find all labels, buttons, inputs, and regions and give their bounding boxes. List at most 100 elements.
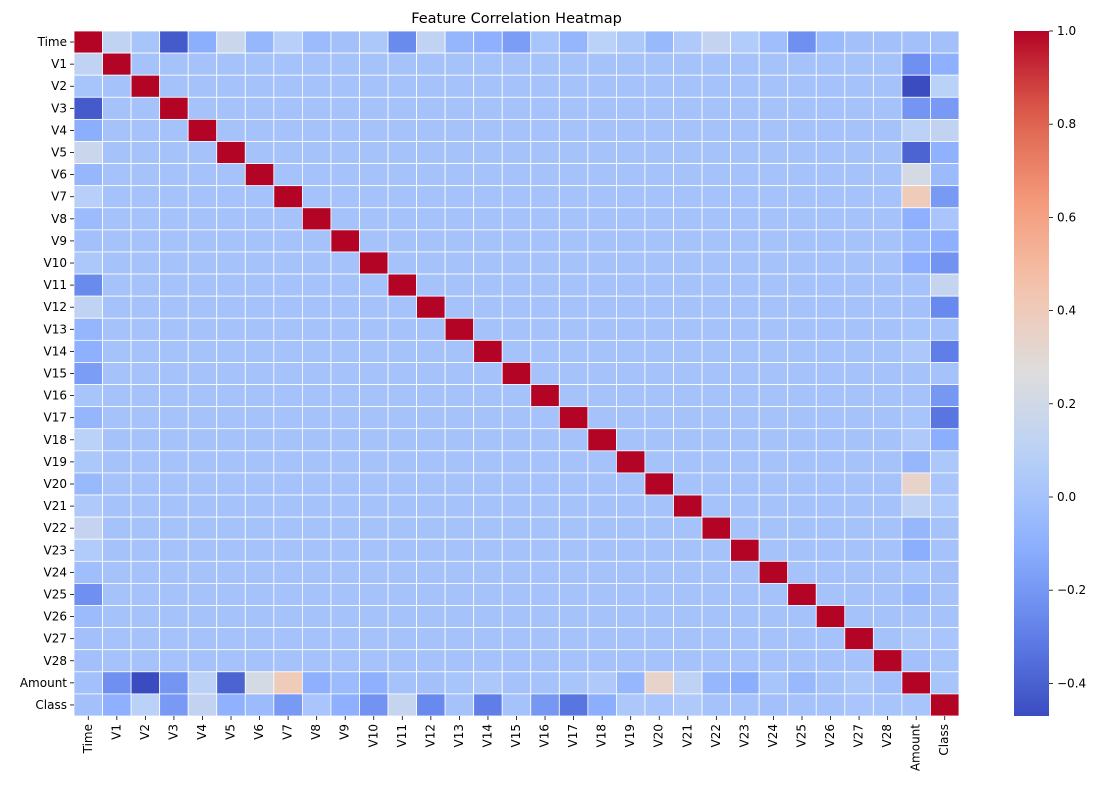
heatmap-cell-v4-v11 xyxy=(387,118,417,142)
heatmap-cell-v23-v13 xyxy=(444,538,475,562)
x-tick-label-v10: V10 xyxy=(366,724,380,747)
heatmap-cell-v7-time xyxy=(73,185,103,209)
heatmap-cell-v27-v5 xyxy=(216,627,246,651)
heatmap-cell-v6-v17 xyxy=(558,163,589,187)
heatmap-cell-v27-class xyxy=(930,627,960,651)
heatmap-cell-v24-v1 xyxy=(102,560,132,584)
heatmap-cell-v24-v15 xyxy=(501,560,532,584)
y-tick-label-time: Time xyxy=(37,35,67,49)
heatmap-cell-v3-v19 xyxy=(616,96,646,120)
heatmap-cell-v8-v11 xyxy=(387,207,417,231)
heatmap-cell-v13-v3 xyxy=(159,317,189,341)
heatmap-cell-class-v16 xyxy=(530,693,560,717)
heatmap-cell-v9-v16 xyxy=(530,229,560,253)
heatmap-cell-v17-v13 xyxy=(444,406,475,430)
heatmap-cell-v11-v7 xyxy=(273,273,303,297)
heatmap-cell-v3-v11 xyxy=(387,96,417,120)
heatmap-cell-v6-v6 xyxy=(244,163,275,187)
heatmap-cell-class-v5 xyxy=(216,693,246,717)
heatmap-cell-v2-v27 xyxy=(844,74,874,98)
heatmap-cell-v5-amount xyxy=(901,141,931,164)
heatmap-cell-v9-v23 xyxy=(730,229,760,253)
heatmap-cell-v2-v17 xyxy=(558,74,589,98)
heatmap-cell-v17-v26 xyxy=(815,406,846,430)
heatmap-cell-v5-v11 xyxy=(387,141,417,164)
heatmap-cell-v13-v8 xyxy=(301,317,332,341)
y-tick-label-v10: V10 xyxy=(44,256,67,270)
heatmap-cell-amount-v22 xyxy=(701,671,732,695)
heatmap-cell-v5-v9 xyxy=(330,141,360,164)
heatmap-cell-v13-v4 xyxy=(187,317,218,341)
heatmap-cell-v22-v4 xyxy=(187,516,218,540)
heatmap-cell-v4-v6 xyxy=(244,118,275,142)
heatmap-cell-v7-class xyxy=(930,185,960,209)
y-tick-label-v22: V22 xyxy=(44,521,67,535)
heatmap-cell-v5-v6 xyxy=(244,141,275,164)
heatmap-cell-v6-v3 xyxy=(159,163,189,187)
heatmap-cell-v3-class xyxy=(930,96,960,120)
heatmap-cell-v16-v21 xyxy=(673,384,703,408)
heatmap-cell-v26-v16 xyxy=(530,605,560,629)
heatmap-cell-v25-v13 xyxy=(444,583,475,606)
heatmap-cell-v5-v12 xyxy=(416,141,446,164)
heatmap-cell-v12-v14 xyxy=(473,295,503,319)
x-tick-label-v18: V18 xyxy=(595,724,609,747)
heatmap-cell-v3-v1 xyxy=(102,96,132,120)
heatmap-cell-v23-v28 xyxy=(872,538,903,562)
heatmap-cell-v22-v19 xyxy=(616,516,646,540)
heatmap-cell-v19-v26 xyxy=(815,450,846,474)
heatmap-cell-v13-v24 xyxy=(758,317,789,341)
heatmap-cell-v26-v6 xyxy=(244,605,275,629)
heatmap-cell-v11-v8 xyxy=(301,273,332,297)
heatmap-cell-v20-v14 xyxy=(473,472,503,496)
heatmap-cell-v17-v17 xyxy=(558,406,589,430)
heatmap-cell-v21-v7 xyxy=(273,494,303,518)
heatmap-cell-v12-v21 xyxy=(673,295,703,319)
y-tick-label-v4: V4 xyxy=(51,123,67,137)
heatmap-cell-v22-v7 xyxy=(273,516,303,540)
heatmap-cell-v7-v3 xyxy=(159,185,189,209)
heatmap-cell-v5-v1 xyxy=(102,141,132,164)
heatmap-cell-v24-v20 xyxy=(644,560,674,584)
heatmap-cell-v10-v14 xyxy=(473,251,503,275)
heatmap-cell-v4-v21 xyxy=(673,118,703,142)
heatmap-cell-v17-v7 xyxy=(273,406,303,430)
heatmap-cell-v15-v19 xyxy=(616,362,646,385)
heatmap-cell-v28-v14 xyxy=(473,649,503,673)
heatmap-cell-v27-v13 xyxy=(444,627,475,651)
heatmap-cell-v6-v11 xyxy=(387,163,417,187)
heatmap-cell-time-v22 xyxy=(701,30,732,54)
heatmap-cell-v18-v24 xyxy=(758,428,789,452)
heatmap-cell-v23-time xyxy=(73,538,103,562)
heatmap-cell-v1-v23 xyxy=(730,52,760,76)
heatmap-cell-v6-v22 xyxy=(701,163,732,187)
heatmap-cell-v2-v11 xyxy=(387,74,417,98)
heatmap-cell-v20-v13 xyxy=(444,472,475,496)
heatmap-cell-v3-v5 xyxy=(216,96,246,120)
heatmap-cell-v8-v27 xyxy=(844,207,874,231)
heatmap-cell-v23-v7 xyxy=(273,538,303,562)
heatmap-cell-v5-v17 xyxy=(558,141,589,164)
heatmap-cell-v24-v22 xyxy=(701,560,732,584)
heatmap-cell-v28-v15 xyxy=(501,649,532,673)
heatmap-cell-v27-v21 xyxy=(673,627,703,651)
colorbar-tick-label: 0.4 xyxy=(1057,304,1076,318)
heatmap-cell-v26-class xyxy=(930,605,960,629)
heatmap-cell-v21-v8 xyxy=(301,494,332,518)
heatmap-cell-v6-v21 xyxy=(673,163,703,187)
heatmap-cell-time-v8 xyxy=(301,30,332,54)
heatmap-cell-v26-v22 xyxy=(701,605,732,629)
heatmap-cell-v22-v27 xyxy=(844,516,874,540)
x-tick-label-v2: V2 xyxy=(138,724,152,740)
heatmap-cell-v21-v10 xyxy=(359,494,389,518)
heatmap-cell-v26-v17 xyxy=(558,605,589,629)
heatmap-cell-v26-v13 xyxy=(444,605,475,629)
heatmap-cell-v23-v27 xyxy=(844,538,874,562)
y-tick-label-v16: V16 xyxy=(44,389,67,403)
heatmap-cell-v2-v20 xyxy=(644,74,674,98)
heatmap-cell-v25-v22 xyxy=(701,583,732,606)
heatmap-cell-v23-v19 xyxy=(616,538,646,562)
heatmap-cell-v9-v17 xyxy=(558,229,589,253)
heatmap-cell-v18-v19 xyxy=(616,428,646,452)
heatmap-cell-class-v20 xyxy=(644,693,674,717)
